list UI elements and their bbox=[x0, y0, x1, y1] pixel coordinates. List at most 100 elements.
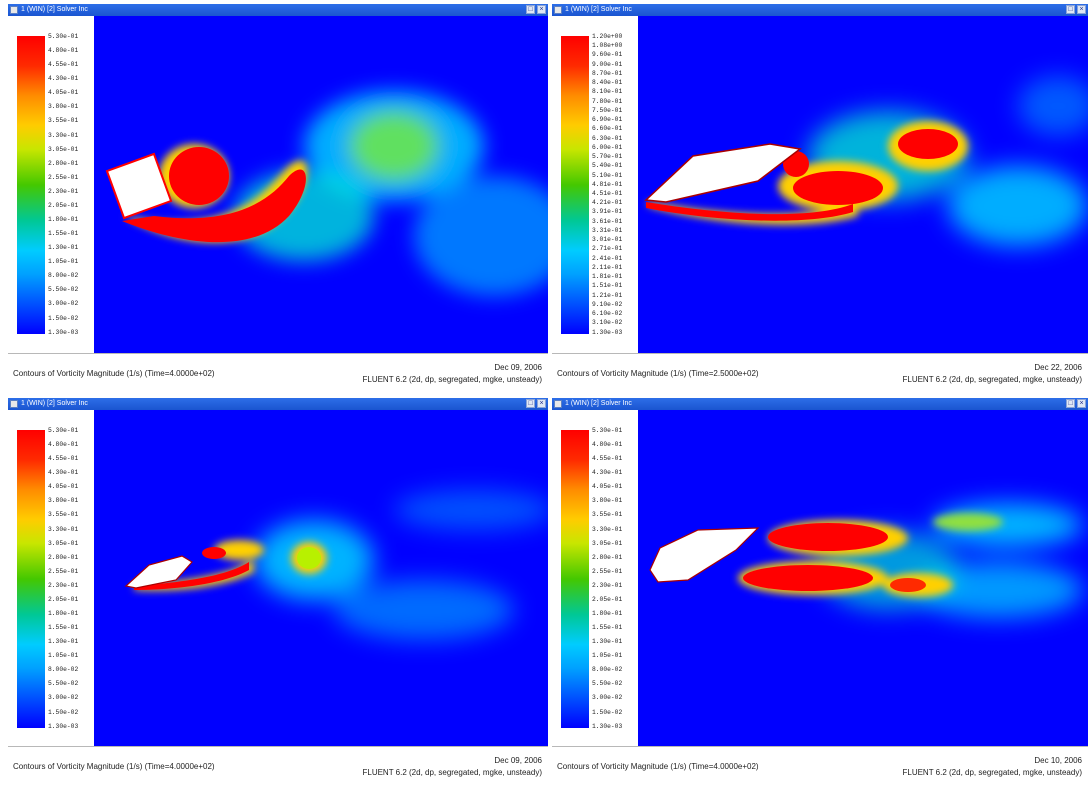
window-titlebar[interactable]: 1 (WIN) [2] Solver Inc □ × bbox=[552, 398, 1088, 410]
caption-solver: FLUENT 6.2 (2d, dp, segregated, mgke, un… bbox=[362, 768, 542, 777]
colorbar-panel: 1.20e+00 1.08e+00 9.60e-01 9.00e-01 8.70e-01… bbox=[552, 16, 638, 354]
colorbar-tick-label: 1.05e-01 bbox=[48, 258, 79, 266]
window-title: 1 (WIN) [2] Solver Inc bbox=[565, 6, 632, 13]
colorbar-tick-label: 7.50e-01 bbox=[592, 106, 623, 114]
plot-caption: Contours of Vorticity Magnitude (1/s) (T… bbox=[552, 746, 1088, 787]
colorbar-tick-label: 1.05e-01 bbox=[48, 652, 79, 660]
colorbar-tick-label: 1.80e-01 bbox=[48, 610, 79, 618]
colorbar-tick-label: 3.55e-01 bbox=[592, 511, 623, 519]
colorbar-tick-label: 4.80e-01 bbox=[48, 47, 79, 55]
colorbar-panel: 5.30e-01 4.80e-01 4.55e-01 4.30e-01 4.05e-01… bbox=[552, 410, 638, 747]
window-titlebar[interactable]: 1 (WIN) [2] Solver Inc □ × bbox=[8, 4, 548, 16]
colorbar-tick-label: 6.30e-01 bbox=[592, 134, 623, 142]
close-button[interactable]: × bbox=[1077, 5, 1086, 14]
colorbar-tick-label: 4.55e-01 bbox=[48, 61, 79, 69]
colorbar-tick-label: 6.00e-01 bbox=[592, 143, 623, 151]
colorbar-tick-label: 4.30e-01 bbox=[48, 469, 79, 477]
colorbar-tick-label: 2.41e-01 bbox=[592, 254, 623, 262]
close-button[interactable]: × bbox=[537, 5, 546, 14]
close-button[interactable]: × bbox=[1077, 399, 1086, 408]
vortex-core bbox=[169, 147, 229, 205]
caption-text: Contours of Vorticity Magnitude (1/s) (T… bbox=[13, 762, 215, 771]
colorbar-tick-label: 4.21e-01 bbox=[592, 199, 623, 207]
colorbar-tick-label: 2.05e-01 bbox=[48, 201, 79, 209]
shear-layer bbox=[646, 202, 853, 221]
colorbar-tick-label: 1.55e-01 bbox=[48, 624, 79, 632]
colorbar-tick-label: 3.05e-01 bbox=[48, 145, 79, 153]
colorbar-tick-label: 1.30e-03 bbox=[592, 328, 623, 336]
caption-text: Contours of Vorticity Magnitude (1/s) (T… bbox=[557, 762, 759, 771]
colorbar-tick-label: 8.40e-01 bbox=[592, 79, 623, 87]
body-hexagon bbox=[644, 143, 802, 203]
colorbar-tick-label: 8.00e-02 bbox=[48, 666, 79, 674]
colorbar-tick-label: 1.55e-01 bbox=[48, 230, 79, 238]
caption-solver: FLUENT 6.2 (2d, dp, segregated, mgke, un… bbox=[902, 768, 1082, 777]
colorbar-tick-label: 3.30e-01 bbox=[592, 525, 623, 533]
maximize-button[interactable]: □ bbox=[526, 5, 535, 14]
colorbar-tick-label: 3.01e-01 bbox=[592, 236, 623, 244]
fluent-window-1: 1 (WIN) [2] Solver Inc □ × 5.30e-01 4.80e… bbox=[8, 4, 548, 394]
vorticity-contours bbox=[638, 410, 1088, 747]
caption-solver: FLUENT 6.2 (2d, dp, segregated, mgke, un… bbox=[902, 375, 1082, 384]
colorbar-tick-label: 1.30e-01 bbox=[48, 244, 79, 252]
app-icon bbox=[10, 6, 18, 14]
colorbar-tick-label: 2.30e-01 bbox=[48, 581, 79, 589]
colorbar-ticks: 5.30e-01 4.80e-01 4.55e-01 4.30e-01 4.05e-01… bbox=[592, 427, 638, 730]
colorbar-tick-label: 7.80e-01 bbox=[592, 97, 623, 105]
maximize-button[interactable]: □ bbox=[1066, 5, 1075, 14]
colorbar-tick-label: 2.80e-01 bbox=[48, 159, 79, 167]
colorbar-tick-label: 8.00e-02 bbox=[48, 272, 79, 280]
colorbar-tick-label: 4.80e-01 bbox=[48, 441, 79, 449]
colorbar-tick-label: 2.80e-01 bbox=[48, 553, 79, 561]
colorbar-tick-label: 9.60e-01 bbox=[592, 51, 623, 59]
plot-caption: Contours of Vorticity Magnitude (1/s) (T… bbox=[8, 353, 548, 394]
colorbar bbox=[17, 36, 45, 334]
colorbar-tick-label: 3.10e-02 bbox=[592, 319, 623, 327]
colorbar-tick-label: 5.40e-01 bbox=[592, 162, 623, 170]
vorticity-contours bbox=[94, 16, 548, 354]
colorbar-tick-label: 4.80e-01 bbox=[592, 441, 623, 449]
colorbar-tick-label: 6.10e-02 bbox=[592, 310, 623, 318]
colorbar-tick-label: 1.81e-01 bbox=[592, 273, 623, 281]
shear-layer bbox=[122, 169, 306, 243]
colorbar-tick-label: 3.55e-01 bbox=[48, 117, 79, 125]
colorbar-tick-label: 5.70e-01 bbox=[592, 153, 623, 161]
vorticity-field bbox=[638, 410, 1088, 747]
colorbar-tick-label: 6.60e-01 bbox=[592, 125, 623, 133]
colorbar-tick-label: 3.30e-01 bbox=[48, 525, 79, 533]
colorbar-tick-label: 2.11e-01 bbox=[592, 263, 623, 271]
vorticity-field bbox=[638, 16, 1088, 354]
colorbar-tick-label: 4.51e-01 bbox=[592, 189, 623, 197]
colorbar-tick-label: 8.00e-02 bbox=[592, 666, 623, 674]
colorbar-tick-label: 3.05e-01 bbox=[592, 539, 623, 547]
colorbar-tick-label: 4.55e-01 bbox=[592, 455, 623, 463]
colorbar-tick-label: 5.50e-02 bbox=[48, 286, 79, 294]
contour-plot: 1.20e+00 1.08e+00 9.60e-01 9.00e-01 8.70e-01… bbox=[552, 16, 1088, 354]
colorbar-tick-label: 2.55e-01 bbox=[592, 567, 623, 575]
colorbar-tick-label: 5.10e-01 bbox=[592, 171, 623, 179]
colorbar-tick-label: 1.05e-01 bbox=[592, 652, 623, 660]
caption-date: Dec 22, 2006 bbox=[1034, 363, 1082, 372]
colorbar-tick-label: 5.30e-01 bbox=[48, 33, 79, 40]
colorbar-tick-label: 2.71e-01 bbox=[592, 245, 623, 253]
colorbar-tick-label: 3.00e-02 bbox=[48, 694, 79, 702]
window-titlebar[interactable]: 1 (WIN) [2] Solver Inc □ × bbox=[8, 398, 548, 410]
colorbar-tick-label: 5.30e-01 bbox=[48, 427, 79, 434]
colorbar-tick-label: 3.80e-01 bbox=[48, 103, 79, 111]
window-titlebar[interactable]: 1 (WIN) [2] Solver Inc □ × bbox=[552, 4, 1088, 16]
colorbar-tick-label: 1.50e-02 bbox=[592, 708, 623, 716]
colorbar-tick-label: 9.10e-02 bbox=[592, 300, 623, 308]
colorbar-tick-label: 2.30e-01 bbox=[48, 187, 79, 195]
maximize-button[interactable]: □ bbox=[526, 399, 535, 408]
contour-plot: 5.30e-01 4.80e-01 4.55e-01 4.30e-01 4.05e-01… bbox=[8, 410, 548, 747]
contour-plot: 5.30e-01 4.80e-01 4.55e-01 4.30e-01 4.05e-01… bbox=[552, 410, 1088, 747]
plot-caption: Contours of Vorticity Magnitude (1/s) (T… bbox=[8, 746, 548, 787]
colorbar-tick-label: 4.30e-01 bbox=[592, 469, 623, 477]
close-button[interactable]: × bbox=[537, 399, 546, 408]
colorbar-panel: 5.30e-01 4.80e-01 4.55e-01 4.30e-01 4.05e-01… bbox=[8, 410, 94, 747]
maximize-button[interactable]: □ bbox=[1066, 399, 1075, 408]
colorbar-panel: 5.30e-01 4.80e-01 4.55e-01 4.30e-01 4.05e-01… bbox=[8, 16, 94, 354]
colorbar-tick-label: 3.05e-01 bbox=[48, 539, 79, 547]
colorbar-tick-label: 8.70e-01 bbox=[592, 69, 623, 77]
colorbar-tick-label: 1.08e+00 bbox=[592, 42, 623, 50]
